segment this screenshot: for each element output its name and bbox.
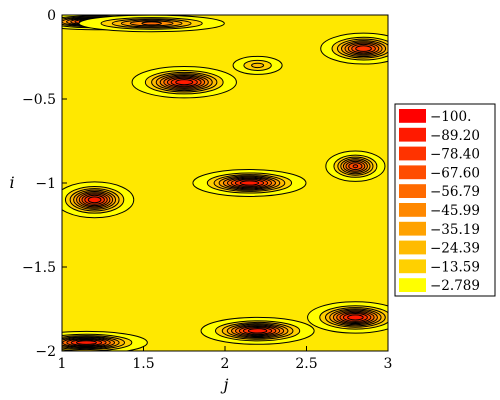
contour-well-8	[325, 150, 386, 182]
contour-line	[76, 340, 97, 345]
y-tick-label: 0	[47, 8, 56, 24]
contour-well-3	[232, 55, 283, 75]
contour-line	[352, 164, 359, 169]
legend-label: −100.	[430, 109, 471, 125]
contour-line	[355, 45, 372, 52]
contour-line	[141, 21, 162, 26]
legend-swatch	[399, 109, 426, 123]
x-tick-label: 1.5	[132, 356, 154, 372]
x-tick-label: 3	[384, 356, 393, 372]
contour-well-2	[78, 15, 225, 33]
contour-line	[251, 62, 265, 69]
x-tick-label: 2	[221, 356, 230, 372]
legend-label: −24.39	[430, 241, 480, 257]
plot-area	[61, 14, 389, 352]
y-axis-label: i	[9, 173, 14, 192]
contour-line	[247, 328, 268, 334]
y-axis: 0 −0.5 −1 −1.5 −2	[22, 8, 67, 360]
legend-label: −45.99	[430, 203, 480, 219]
legend-label: −78.40	[430, 147, 480, 163]
legend: −100. −89.20 −78.40 −67.60 −56.79 −45.99 −35.1…	[394, 103, 496, 297]
contour-line	[87, 196, 102, 204]
contour-layer	[62, 15, 388, 351]
legend-label: −2.789	[430, 278, 480, 294]
y-tick-label: −0.5	[22, 92, 56, 108]
contour-well-7	[192, 169, 307, 197]
contour-well-10	[307, 301, 388, 334]
legend-swatch	[399, 259, 426, 274]
legend-swatch	[399, 184, 426, 198]
legend-swatch	[399, 127, 426, 142]
contour-line	[175, 79, 194, 86]
legend-swatch	[399, 240, 426, 255]
legend-swatch	[399, 278, 426, 292]
y-tick-label: −1	[35, 176, 56, 192]
contour-well-5	[131, 66, 237, 99]
contour-well-4	[320, 32, 388, 65]
legend-swatch	[399, 165, 426, 180]
contour-well-9	[200, 316, 315, 345]
legend-swatch	[399, 146, 426, 161]
legend-label: −13.59	[430, 259, 480, 275]
contour-well-11	[62, 330, 148, 351]
legend-label: −56.79	[430, 184, 480, 200]
x-axis: 1 1.5 2 2.5 3	[58, 346, 393, 372]
legend-swatch	[399, 203, 426, 217]
legend-label: −89.20	[430, 128, 480, 144]
contour-well-6	[62, 181, 135, 219]
x-tick-label: 2.5	[295, 356, 317, 372]
legend-swatch	[399, 221, 426, 236]
x-tick-label: 1	[58, 356, 67, 372]
legend-label: −67.60	[430, 165, 480, 181]
x-axis-label: j	[221, 375, 229, 394]
y-tick-label: −1.5	[22, 260, 56, 276]
y-tick-label: −2	[35, 344, 56, 360]
legend-label: −35.19	[430, 222, 480, 238]
contour-line	[347, 314, 364, 321]
contour-line	[239, 180, 260, 186]
